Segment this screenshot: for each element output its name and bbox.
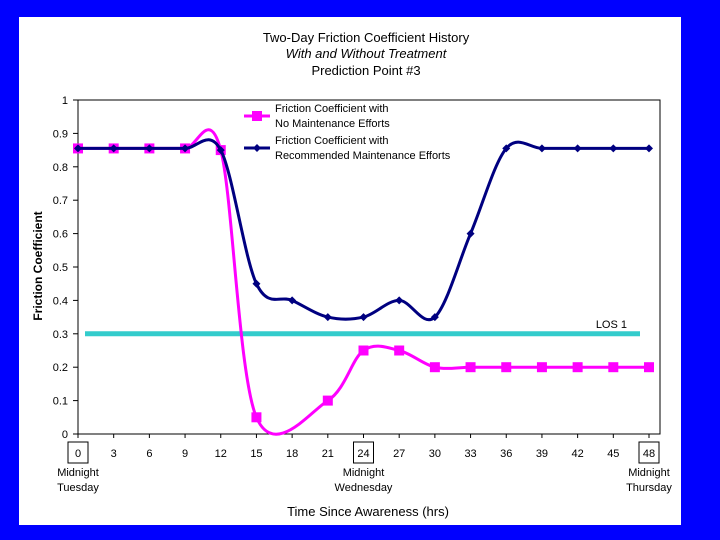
y-axis-label: Friction Coefficient [31, 211, 45, 320]
legend-swatch-marker-1 [252, 111, 262, 121]
y-tick-label: 0.5 [53, 262, 68, 274]
x-tick-label: 3 [111, 448, 117, 460]
series-1-point [644, 362, 654, 373]
legend-swatch-marker-2 [253, 144, 261, 152]
x-annotation-line1: Midnight [343, 467, 385, 479]
x-tick-label: 0 [75, 448, 81, 460]
series-1-point [394, 345, 405, 356]
x-tick-label: 12 [215, 448, 227, 460]
y-tick-label: 0.9 [53, 128, 68, 140]
y-tick-label: 0.6 [53, 229, 68, 241]
x-tick-label: 45 [607, 448, 619, 460]
series-1-point [322, 395, 333, 406]
slide-background [19, 17, 681, 525]
series-2-point [181, 144, 190, 153]
series-2-point [252, 279, 261, 288]
series-2-point [109, 144, 118, 153]
x-tick-label: 48 [643, 448, 655, 460]
x-tick-label: 15 [250, 448, 262, 460]
x-tick-label: 21 [322, 448, 334, 460]
y-tick-label: 0.1 [53, 396, 68, 408]
series-line-1 [77, 128, 649, 436]
series-1-point [608, 362, 619, 373]
x-annotation-line2: Thursday [626, 482, 672, 494]
plot-area: 00.10.20.30.40.50.60.70.80.910 3 6 9 12 15 18 2… [53, 95, 673, 494]
series-2-point [288, 296, 297, 305]
chart-subtitle: With and Without Treatment [286, 46, 448, 61]
series-1-point [501, 362, 512, 373]
x-tick-box [638, 441, 660, 464]
x-tick-label: 30 [429, 448, 441, 460]
x-annotation-line2: Wednesday [335, 482, 393, 494]
y-tick-label: 0 [62, 429, 68, 441]
x-tick-label: 42 [572, 448, 584, 460]
series-2-point [645, 144, 653, 153]
y-tick-label: 1 [62, 95, 68, 107]
series-2-point [537, 144, 546, 153]
x-tick-label: 18 [286, 448, 298, 460]
series-1-point [251, 412, 262, 423]
series-1-point [429, 362, 440, 373]
y-tick-label: 0.2 [53, 362, 68, 374]
x-tick-label: 33 [464, 448, 476, 460]
legend-label-2-line1: Friction Coefficient with [275, 135, 389, 147]
legend-label-2-line2: Recommended Maintenance Efforts [275, 150, 451, 162]
y-tick-label: 0.3 [53, 329, 68, 341]
x-tick-label: 6 [146, 448, 152, 460]
chart-title: Two-Day Friction Coefficient History [263, 30, 470, 45]
series-2-point [609, 144, 618, 153]
x-tick-label: 27 [393, 448, 405, 460]
series-1-point [465, 362, 476, 373]
series-1-point [572, 362, 583, 373]
x-annotation-line1: Midnight [628, 467, 670, 479]
y-tick-label: 0.4 [53, 295, 68, 307]
los-reference-label: LOS 1 [596, 319, 627, 331]
series-2-point [145, 144, 154, 153]
chart-subtitle-2: Prediction Point #3 [311, 63, 420, 78]
series-1-point [536, 362, 547, 373]
y-tick-label: 0.8 [53, 162, 68, 174]
series-2-point [323, 313, 332, 322]
x-tick-box [353, 441, 374, 464]
x-tick-box [67, 441, 89, 464]
series-2-point [502, 144, 511, 153]
series-2-point [466, 229, 475, 238]
legend-label-1-line2: No Maintenance Efforts [275, 118, 390, 130]
x-axis-label: Time Since Awareness (hrs) [287, 504, 449, 519]
y-tick-label: 0.7 [53, 195, 68, 207]
x-tick-label: 36 [500, 448, 512, 460]
x-annotation-line2: Tuesday [57, 482, 99, 494]
series-2-point [430, 313, 439, 322]
x-annotation-line1: Midnight [57, 467, 99, 479]
series-2-point [573, 144, 582, 153]
legend-label-1-line1: Friction Coefficient with [275, 103, 389, 115]
series-2-point [74, 144, 82, 153]
series-2-point [359, 313, 368, 322]
series-2-point [216, 146, 225, 155]
x-tick-label: 39 [536, 448, 548, 460]
series-1-point [358, 345, 369, 356]
series-line-2 [77, 138, 649, 322]
x-tick-label: 24 [357, 448, 369, 460]
series-2-point [395, 296, 404, 305]
x-tick-label: 9 [182, 448, 188, 460]
